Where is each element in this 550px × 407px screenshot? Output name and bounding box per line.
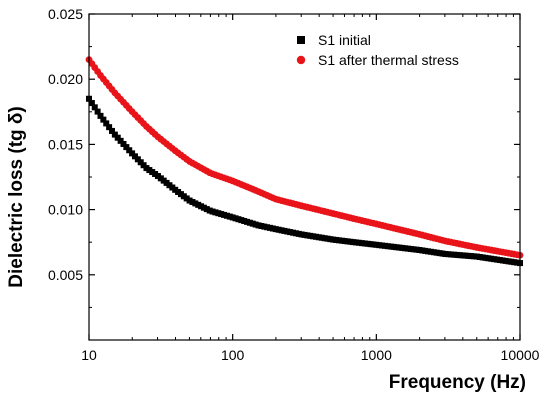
data-point: [91, 104, 98, 111]
data-point: [111, 131, 118, 138]
data-point: [97, 112, 104, 119]
legend-marker-circle: [296, 55, 306, 65]
x-tick-label: 100: [221, 347, 245, 363]
y-tick-label: 0.015: [48, 136, 83, 152]
data-point: [120, 140, 127, 147]
y-tick-label: 0.020: [48, 71, 83, 87]
series-s1-initial: [86, 95, 523, 267]
data-point: [123, 144, 130, 151]
y-axis-title: Dielectric loss (tg δ): [6, 106, 27, 288]
y-tick-label: 0.010: [48, 202, 83, 218]
y-tick-label: 0.005: [48, 267, 83, 283]
data-point: [103, 120, 110, 127]
data-point: [106, 124, 113, 131]
y-tick-label: 0.025: [48, 6, 83, 22]
axis-tick-labels: 10 100 1000 10000 0.005 0.010 0.015 0.020 0.025: [48, 6, 540, 363]
data-point: [88, 100, 95, 107]
x-tick-label: 1000: [361, 347, 392, 363]
chart-marks: [85, 56, 524, 267]
data-point: [108, 127, 115, 134]
legend-label: S1 after thermal stress: [318, 52, 459, 68]
legend-marker-square: [297, 36, 305, 44]
x-tick-label: 10000: [501, 347, 540, 363]
data-point: [94, 108, 101, 115]
data-point: [114, 134, 121, 141]
x-axis-title: Frequency (Hz): [389, 372, 526, 393]
axis-ticks: [88, 13, 521, 340]
legend: S1 initial S1 after thermal stress: [296, 32, 459, 68]
legend-label: S1 initial: [318, 32, 371, 48]
data-point: [100, 116, 107, 123]
series-s1-after-thermal-stress: [85, 56, 524, 259]
x-tick-label: 10: [81, 347, 97, 363]
data-point: [126, 147, 133, 154]
data-point: [117, 137, 124, 144]
